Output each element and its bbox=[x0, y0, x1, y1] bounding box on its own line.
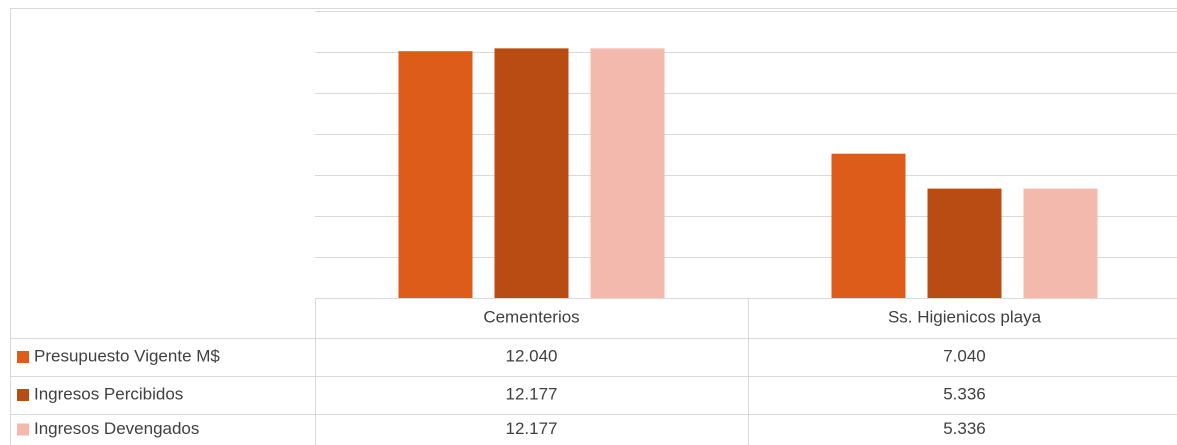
legend-swatch bbox=[17, 351, 29, 363]
bar bbox=[494, 48, 569, 299]
bar bbox=[398, 51, 473, 299]
chart-frame bbox=[10, 8, 1177, 445]
table-value: 5.336 bbox=[943, 419, 986, 438]
x-tick-label: Ss. Higienicos playa bbox=[888, 307, 1042, 326]
legend-label: Ingresos Percibidos bbox=[34, 384, 183, 403]
table-value: 12.177 bbox=[506, 384, 558, 403]
table-value: 5.336 bbox=[943, 384, 986, 403]
table-value: 7.040 bbox=[943, 346, 986, 365]
table-value: 12.177 bbox=[506, 419, 558, 438]
bar bbox=[927, 188, 1002, 298]
legend-swatch bbox=[17, 423, 29, 436]
x-tick-label: Cementerios bbox=[483, 307, 579, 326]
legend-label: Ingresos Devengados bbox=[34, 419, 199, 438]
legend-label: Presupuesto Vigente M$ bbox=[34, 346, 220, 365]
bar bbox=[590, 48, 665, 299]
bar bbox=[1023, 188, 1098, 298]
bar bbox=[831, 153, 906, 298]
legend-swatch bbox=[17, 389, 29, 401]
table-value: 12.040 bbox=[506, 346, 558, 365]
